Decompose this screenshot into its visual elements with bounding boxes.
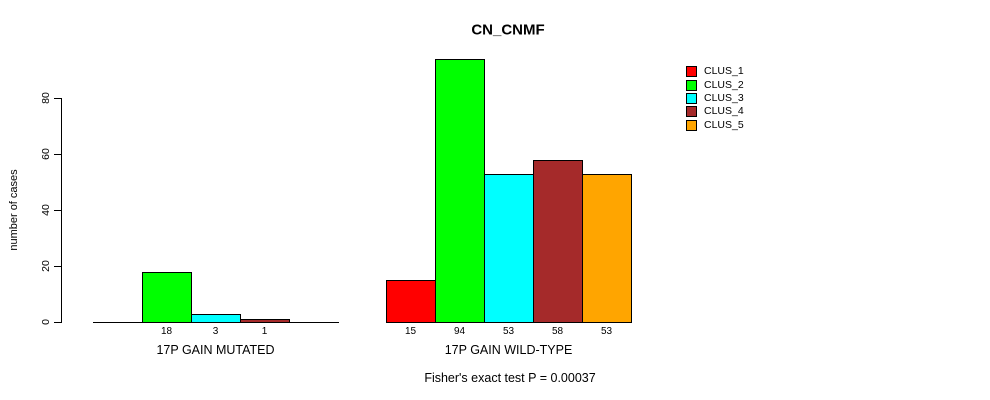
zero-bar-clus_5-group1	[289, 322, 339, 323]
bar-clus_3-group1	[191, 314, 241, 323]
bar-value-label: 53	[502, 326, 515, 337]
legend-swatch-clus_4	[686, 106, 697, 118]
bar-value-label: 15	[404, 326, 417, 337]
y-axis-label: number of cases	[8, 169, 20, 251]
bar-clus_5-group2	[582, 174, 632, 323]
bar-value-label: 58	[551, 326, 564, 337]
legend-swatch-clus_1	[686, 66, 697, 78]
y-axis-tick	[54, 210, 61, 211]
y-tick-label: 80	[40, 92, 52, 104]
y-tick-label: 60	[40, 148, 52, 160]
bar-value-label: 94	[453, 326, 466, 337]
bar-value-label: 3	[212, 326, 219, 337]
legend-item-label: CLUS_2	[704, 78, 744, 91]
bar-value-label: 53	[600, 326, 613, 337]
y-axis-line	[61, 98, 62, 323]
legend-swatch-clus_3	[686, 92, 697, 104]
legend: CLUS_1 CLUS_2 CLUS_3 CLUS_4 CLUS_5	[686, 65, 744, 132]
zero-bar-clus_1-group1	[93, 322, 143, 323]
legend-item-label: CLUS_1	[704, 65, 744, 78]
legend-item-label: CLUS_4	[704, 105, 744, 118]
legend-swatch-clus_5	[686, 119, 697, 131]
bar-clus_4-group2	[533, 160, 583, 323]
legend-item-clus_2: CLUS_2	[686, 78, 744, 91]
group-label-2: 17P GAIN WILD-TYPE	[444, 343, 573, 357]
y-tick-label: 40	[40, 204, 52, 216]
legend-item-clus_5: CLUS_5	[686, 119, 744, 132]
bar-clus_1-group2	[386, 280, 436, 323]
legend-item-clus_4: CLUS_4	[686, 105, 744, 118]
legend-item-clus_1: CLUS_1	[686, 65, 744, 78]
y-axis-tick	[54, 266, 61, 267]
y-tick-label: 20	[40, 260, 52, 272]
y-tick-label: 0	[40, 319, 52, 325]
bar-clus_2-group2	[435, 59, 485, 323]
bar-clus_3-group2	[484, 174, 534, 323]
fisher-test-footnote: Fisher's exact test P = 0.00037	[424, 371, 596, 385]
bar-value-label: 1	[261, 326, 268, 337]
y-axis-tick	[54, 98, 61, 99]
y-axis-tick	[54, 154, 61, 155]
bar-clus_4-group1	[240, 319, 290, 323]
legend-item-label: CLUS_3	[704, 91, 744, 104]
chart-title: CN_CNMF	[471, 21, 545, 39]
bar-value-label: 18	[160, 326, 173, 337]
legend-item-clus_3: CLUS_3	[686, 92, 744, 105]
legend-item-label: CLUS_5	[704, 118, 744, 131]
bar-clus_2-group1	[142, 272, 192, 323]
legend-swatch-clus_2	[686, 79, 697, 91]
y-axis-tick	[54, 322, 61, 323]
group-label-1: 17P GAIN MUTATED	[156, 343, 275, 357]
